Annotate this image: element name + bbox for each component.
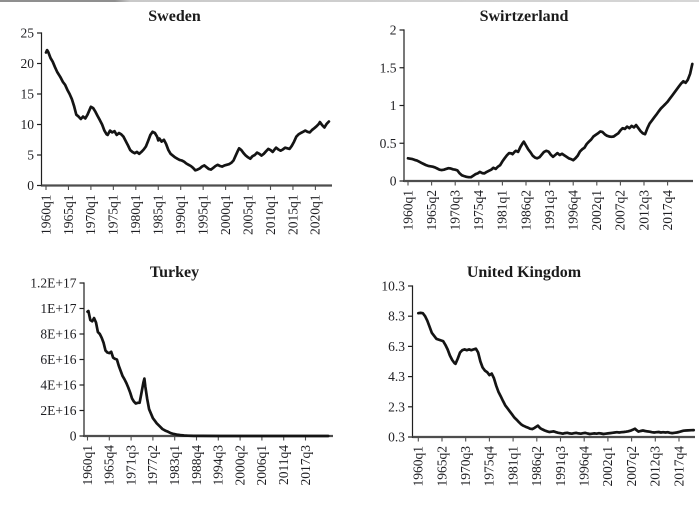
y-tick-label: 4.3 — [388, 369, 405, 384]
x-tick-label: 2000q1 — [218, 195, 233, 236]
x-tick-label: 1965q2 — [424, 190, 439, 231]
x-tick-label: 2012q3 — [636, 190, 651, 231]
x-tick-label: 1981q1 — [505, 446, 520, 487]
x-tick-label: 1996q4 — [566, 190, 581, 231]
x-tick-label: 1990q1 — [173, 195, 188, 236]
x-tick-label: 1995q1 — [195, 195, 210, 236]
page-top-border-artifact — [0, 0, 699, 2]
x-tick-label: 2015q1 — [285, 195, 300, 236]
y-tick-label: 0.3 — [388, 430, 405, 445]
data-series-line — [416, 311, 696, 436]
x-tick-label: 1986q2 — [529, 446, 544, 487]
y-tick-label: 2.3 — [388, 399, 405, 414]
x-tick-label: 1965q2 — [434, 446, 449, 487]
y-tick-label: 1 — [390, 98, 397, 113]
y-tick-label: 20 — [21, 56, 35, 71]
chart-title: Swirtzerland — [480, 8, 569, 25]
x-tick-label: 2002q1 — [589, 190, 604, 231]
y-tick-label: 1.2E+17 — [30, 276, 76, 291]
data-series-line — [44, 48, 331, 172]
x-tick-label: 2017q4 — [660, 190, 675, 231]
x-tick-label: 2007q2 — [624, 446, 639, 487]
x-tick-label: 1996q4 — [577, 446, 592, 487]
chart-title: United Kingdom — [467, 264, 582, 281]
y-tick-label: 2E+16 — [40, 403, 76, 418]
x-tick-label: 1970q3 — [448, 190, 463, 231]
x-tick-label: 2020q1 — [308, 195, 323, 236]
data-series-line — [86, 309, 330, 438]
x-tick-label: 1985q1 — [151, 195, 166, 236]
x-tick-label: 1994q3 — [211, 445, 226, 486]
y-tick-label: 8E+16 — [40, 327, 76, 342]
x-tick-label: 1965q1 — [61, 195, 76, 236]
x-tick-label: 1980q1 — [128, 195, 143, 236]
chart-title: Turkey — [150, 264, 199, 281]
x-tick-label: 2010q1 — [263, 195, 278, 236]
x-tick-label: 1960q1 — [38, 195, 53, 236]
x-tick-label: 2012q3 — [648, 446, 663, 487]
x-tick-label: 1986q2 — [518, 190, 533, 231]
sweden-line-chart: Sweden 25 20 15 10 5 0 1960q1 1965q1 1970q1 1975q1… — [21, 8, 332, 236]
chart-panel-united-kingdom: United Kingdom 10.3 8.3 6.3 4.3 2.3 0.3 1960q1 1… — [349, 256, 699, 513]
x-tick-label: 1977q2 — [145, 445, 160, 486]
x-tick-label: 2011q4 — [276, 445, 291, 485]
y-tick-label: 10.3 — [381, 279, 405, 294]
x-tick-label: 2007q2 — [613, 190, 628, 231]
x-tick-label: 1965q4 — [102, 445, 117, 486]
turkey-line-chart: Turkey1.2E+171E+178E+166E+164E+162E+1601… — [30, 264, 333, 486]
x-tick-label: 1975q1 — [106, 195, 121, 236]
x-tick-label: 1975q4 — [482, 446, 497, 487]
x-tick-label: 2005q1 — [240, 195, 255, 236]
y-tick-label: 0 — [390, 174, 397, 189]
y-tick-label: 0 — [27, 178, 34, 193]
y-tick-label: 0.5 — [380, 136, 397, 151]
x-tick-label: 1991q3 — [542, 190, 557, 231]
chart-title: Sweden — [148, 8, 201, 25]
x-tick-label: 2002q1 — [600, 446, 615, 487]
data-series-line — [406, 62, 694, 179]
chart-panel-turkey: Turkey 1.2E+17 1E+17 8E+16 6E+16 4E+16 2E+16 0 1… — [0, 256, 349, 513]
x-tick-label: 1960q1 — [400, 190, 415, 231]
y-tick-label: 0 — [70, 429, 77, 444]
x-tick-label: 1970q1 — [83, 195, 98, 236]
x-tick-label: 1970q3 — [458, 446, 473, 487]
y-tick-label: 5 — [27, 148, 34, 163]
y-tick-label: 8.3 — [388, 309, 405, 324]
x-tick-label: 1971q3 — [123, 445, 138, 486]
y-tick-label: 4E+16 — [40, 378, 76, 393]
x-tick-label: 1981q1 — [495, 190, 510, 231]
y-tick-label: 1E+17 — [40, 301, 76, 316]
x-tick-label: 1988q4 — [189, 445, 204, 486]
y-tick-label: 1.5 — [380, 60, 397, 75]
y-tick-label: 25 — [21, 26, 35, 41]
y-tick-label: 2 — [390, 23, 397, 38]
y-tick-label: 6E+16 — [40, 352, 76, 367]
x-tick-label: 1983q1 — [167, 445, 182, 486]
x-tick-label: 2017q3 — [298, 445, 313, 486]
y-tick-label: 6.3 — [388, 339, 405, 354]
x-tick-label: 2017q4 — [671, 446, 686, 487]
united-kingdom-line-chart: United Kingdom 10.3 8.3 6.3 4.3 2.3 0.3 1960q1 1… — [381, 264, 696, 487]
chart-panel-switzerland: Swirtzerland 2 1.5 1 0.5 0 1960q1 1965q2 1970q3 1… — [349, 2, 699, 256]
x-tick-label: 1960q1 — [80, 445, 95, 486]
x-tick-label: 1960q1 — [411, 446, 426, 487]
x-tick-label: 1975q4 — [471, 190, 486, 231]
x-tick-label: 2000q2 — [232, 445, 247, 486]
y-tick-label: 10 — [21, 117, 35, 132]
x-tick-label: 2006q1 — [254, 445, 269, 486]
chart-panel-sweden: Sweden 25 20 15 10 5 0 1960q1 1965q1 1970q1 1975q1… — [0, 2, 349, 256]
y-tick-label: 15 — [21, 87, 35, 102]
x-tick-label: 1991q3 — [553, 446, 568, 487]
